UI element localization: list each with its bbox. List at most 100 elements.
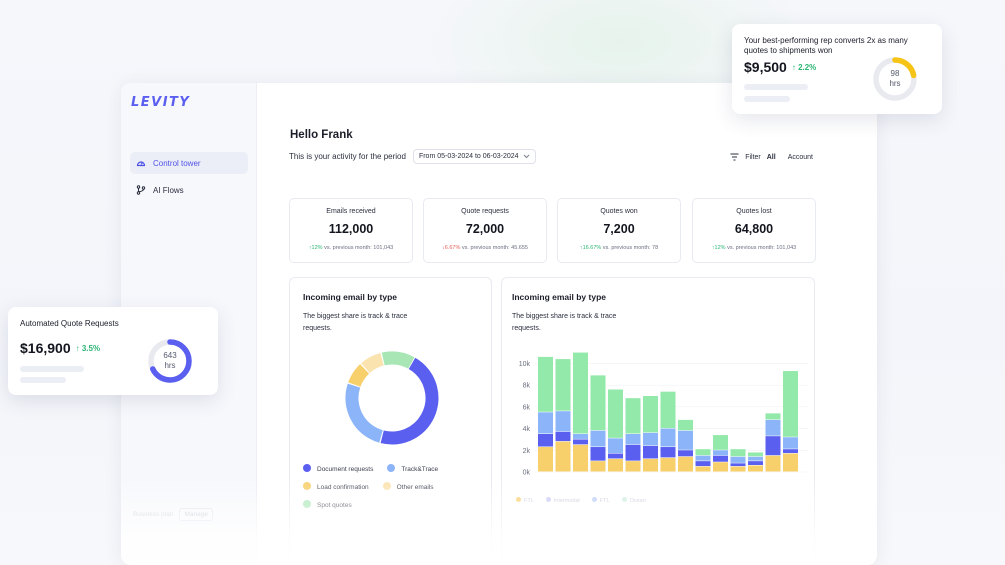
legend-label: Intermodal	[553, 498, 580, 504]
skeleton-line	[20, 366, 84, 372]
bar-segment	[590, 461, 606, 472]
kpi-value: 72,000	[465, 222, 505, 236]
plan-info: Business plan Manage	[133, 508, 213, 521]
bar-segment	[783, 371, 798, 437]
legend-item: Document requests	[303, 464, 373, 473]
kpi-delta-value: 12%	[714, 245, 726, 251]
donut-chart-panel: Incoming email by type The biggest share…	[289, 277, 492, 565]
kpi-value: 112,000	[328, 222, 374, 236]
bar-segment	[573, 439, 588, 445]
bar-segment	[538, 356, 553, 412]
ring-progress	[148, 339, 192, 383]
bar-segment	[573, 434, 588, 439]
card-label: Automated Quote Requests	[20, 319, 119, 328]
bar-segment	[555, 411, 571, 432]
bar-segment	[643, 458, 658, 472]
arrow-up-icon: ↑	[579, 245, 583, 251]
kpi-card-quotes-won: Quotes won 7,200 ↑16.67% vs. previous mo…	[557, 198, 681, 263]
bar-segment	[730, 456, 746, 463]
y-tick-label: 8k	[523, 383, 531, 390]
bar-segment	[678, 419, 693, 431]
bar-segment	[748, 465, 763, 472]
bar-segment	[590, 430, 606, 447]
bar-segment	[660, 391, 676, 429]
filter-label[interactable]: Filter	[745, 153, 761, 161]
period-row: This is your activity for the period Fro…	[289, 149, 536, 164]
bar-segment	[765, 413, 781, 420]
legend-item: Intermodal	[545, 497, 580, 504]
ring-value: 98	[890, 69, 900, 78]
bar-segment	[573, 444, 588, 472]
ring-value: 643	[163, 351, 177, 360]
bar-segment	[608, 453, 623, 459]
bar-segment	[678, 450, 693, 457]
sidebar-item-ai-flows[interactable]: AI Flows	[130, 179, 248, 201]
date-range-select[interactable]: From 05-03-2024 to 06-03-2024	[412, 149, 536, 164]
legend-swatch	[382, 482, 391, 490]
bar-segment	[713, 462, 728, 472]
legend-label: FTL	[599, 498, 610, 504]
sidebar-item-label: AI Flows	[153, 185, 184, 195]
card-value: $9,500	[744, 59, 787, 75]
card-delta: ↑ 3.5%	[75, 343, 101, 353]
legend-item: Track&Trace	[387, 464, 438, 473]
bar-segment	[625, 398, 641, 434]
legend-swatch	[545, 497, 551, 502]
plan-label: Business plan	[133, 511, 174, 518]
bar-segment	[765, 419, 781, 436]
legend-swatch	[621, 497, 627, 502]
legend-swatch	[303, 482, 311, 490]
bar-segment	[765, 436, 781, 456]
card-value: $16,900	[20, 340, 71, 356]
bar-segment	[590, 375, 606, 431]
legend-label: Spot quotes	[317, 502, 352, 509]
bar-segment	[713, 450, 728, 456]
kpi-card-emails-received: Emails received 112,000 ↑12% vs. previou…	[289, 198, 413, 263]
bar-segment	[695, 461, 711, 467]
legend-label: Ocean	[629, 498, 646, 504]
ring-label: 98 hrs	[870, 69, 920, 89]
skeleton-line	[744, 96, 790, 102]
donut-slice	[345, 351, 439, 445]
bar-segment	[695, 449, 711, 456]
kpi-compare: vs. previous month: 101,043	[727, 245, 797, 251]
filter-account-option[interactable]: Account	[787, 153, 813, 161]
bar-segment	[555, 431, 571, 442]
bar-segment	[713, 455, 728, 462]
sidebar-item-control-tower[interactable]: Control tower	[130, 152, 248, 174]
chevron-down-icon	[523, 154, 529, 159]
stacked-bar-chart: 0k 2k 4k 6k 8k 10k	[519, 352, 808, 477]
bar-segment	[555, 359, 571, 411]
kpi-compare: vs. previous month: 101,043	[324, 245, 394, 251]
bar-segment	[660, 457, 676, 472]
manage-plan-button[interactable]: Manage	[179, 508, 213, 521]
panel-subtitle: The biggest share is track & trace reque…	[512, 313, 617, 332]
bar-segment	[608, 438, 623, 454]
bar-segment	[695, 455, 711, 461]
bar-segment	[748, 456, 763, 461]
legend-item: FTL	[591, 497, 610, 504]
y-tick-label: 6k	[523, 404, 531, 411]
filter-icon[interactable]	[730, 153, 739, 161]
filter-all-option[interactable]: All	[766, 153, 776, 161]
bar-segment	[748, 461, 763, 465]
kpi-label: Emails received	[326, 208, 376, 215]
arrow-up-icon: ↑	[711, 245, 715, 251]
bar-segment	[730, 466, 746, 472]
flow-branch-icon	[136, 185, 146, 195]
kpi-delta: ↑12% vs. previous month: 101,043	[290, 245, 412, 251]
bar-segment	[660, 428, 676, 447]
y-tick-label: 0k	[523, 470, 531, 477]
card-delta-value: 3.5%	[81, 343, 101, 353]
legend-label: Document requests	[317, 466, 374, 473]
main-content: Hello Frank This is your activity for th…	[257, 83, 877, 565]
y-tick-label: 2k	[523, 448, 531, 455]
kpi-delta: ↑12% vs. previous month: 101,043	[693, 245, 815, 251]
legend-item: Ocean	[621, 497, 646, 504]
kpi-delta: ↓6.67% vs. previous month: 45.655	[424, 245, 546, 251]
y-tick-label: 4k	[523, 426, 531, 433]
panel-title: Incoming email by type	[512, 292, 606, 302]
card-value-row: $9,500 ↑ 2.2%	[744, 59, 816, 75]
bar-segment	[643, 432, 658, 446]
legend-label: Track&Trace	[401, 466, 439, 473]
